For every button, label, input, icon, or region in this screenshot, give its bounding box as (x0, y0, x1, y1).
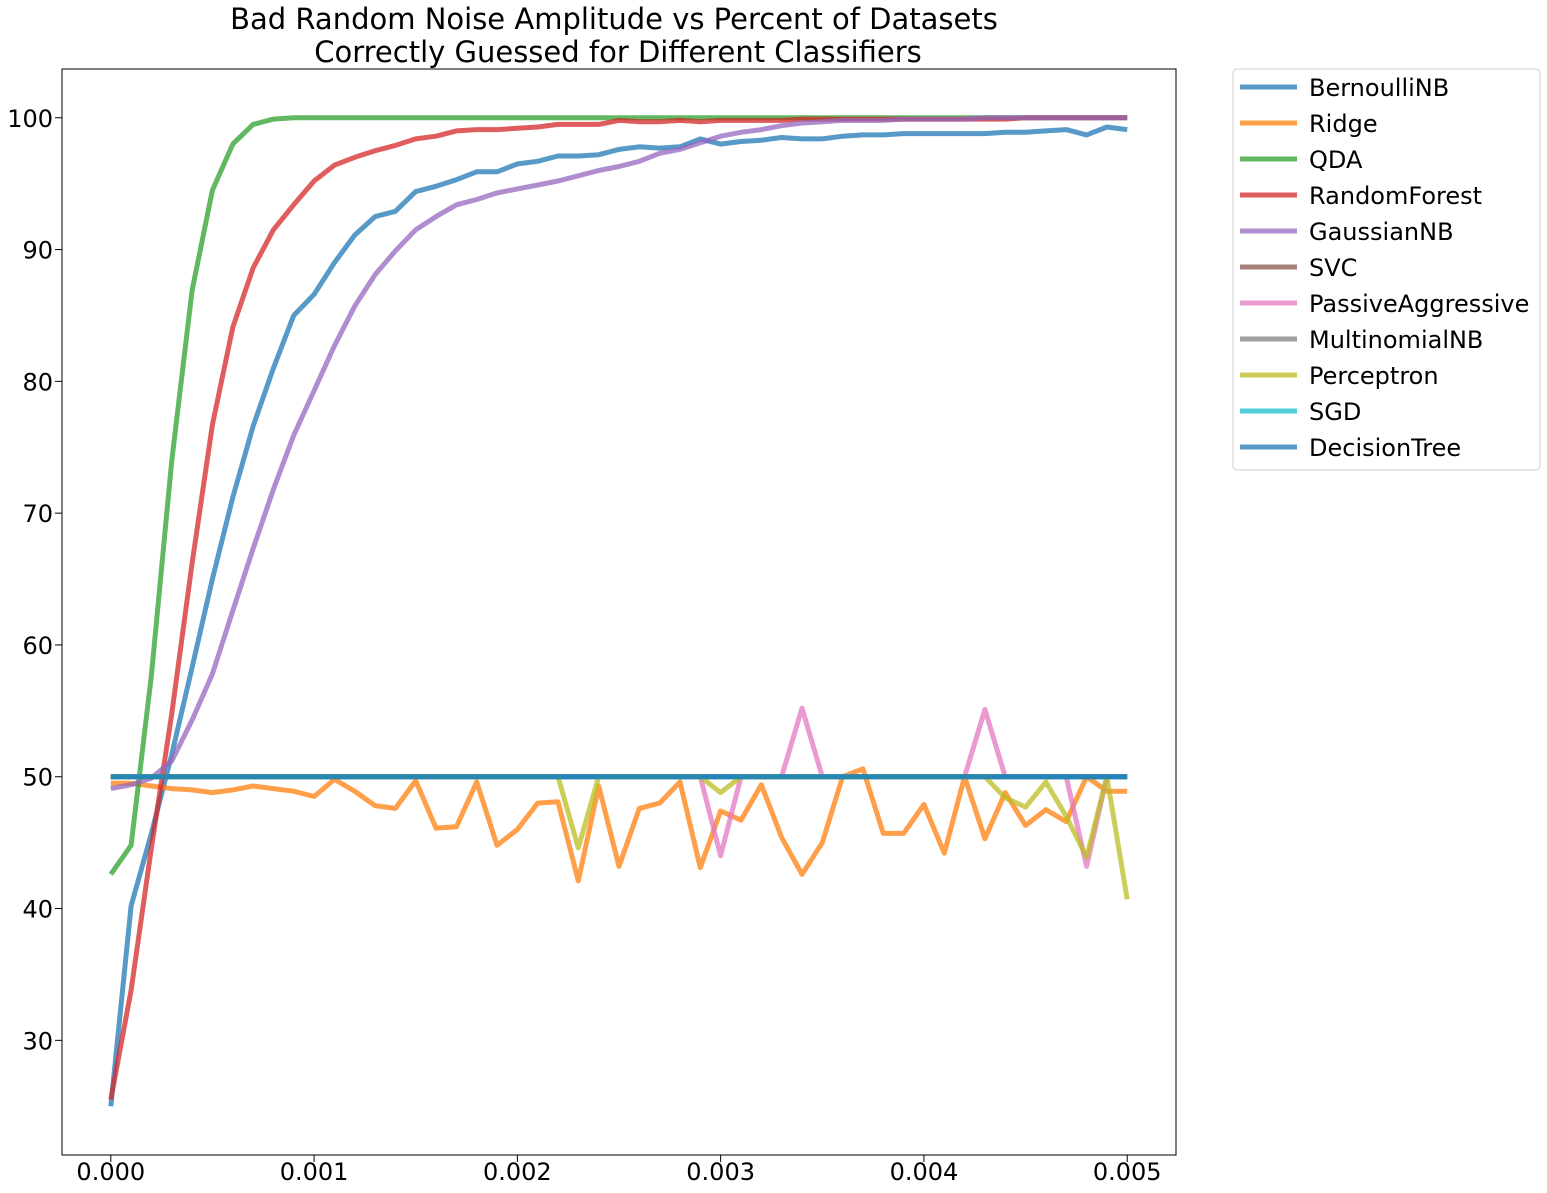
legend-label: SVC (1309, 254, 1357, 282)
y-tick-label: 70 (22, 500, 53, 528)
x-tick-label: 0.004 (890, 1158, 959, 1186)
legend-label: GaussianNB (1309, 218, 1454, 246)
legend-label: BernoulliNB (1309, 74, 1449, 102)
x-tick-label: 0.001 (280, 1158, 349, 1186)
series-line-ridge (110, 766, 1128, 884)
series-layer (108, 115, 1130, 1107)
y-tick-label: 60 (22, 632, 53, 660)
chart-title-line-1: Bad Random Noise Amplitude vs Percent of… (230, 2, 998, 36)
series-line-gaussiannb (110, 115, 1128, 792)
y-tick-label: 50 (22, 764, 53, 792)
legend-label: DecisionTree (1309, 434, 1461, 462)
legend-label: PassiveAggressive (1309, 290, 1529, 318)
y-tick-label: 30 (22, 1027, 53, 1055)
legend-label: SGD (1309, 398, 1361, 426)
legend-label: MultinomialNB (1309, 326, 1483, 354)
x-tick-label: 0.000 (76, 1158, 145, 1186)
legend-box (1232, 68, 1541, 471)
x-tick-label: 0.002 (483, 1158, 552, 1186)
legend-label: QDA (1309, 146, 1363, 174)
x-axis: 0.000 0.001 0.002 0.003 0.004 0.005 (76, 1155, 1162, 1186)
chart-title-line-2: Correctly Guessed for Different Classifi… (314, 35, 922, 69)
legend-label: Ridge (1309, 110, 1378, 138)
y-tick-label: 40 (22, 896, 53, 924)
y-tick-label: 100 (7, 105, 53, 133)
legend-label: RandomForest (1309, 182, 1482, 210)
legend: BernoulliNB Ridge QDA RandomForest GaussianN… (1232, 68, 1541, 471)
y-tick-label: 90 (22, 237, 53, 265)
x-tick-label: 0.003 (686, 1158, 755, 1186)
x-tick-label: 0.005 (1093, 1158, 1162, 1186)
y-tick-label: 80 (22, 368, 53, 396)
y-axis: 30 40 50 60 70 80 90 100 (7, 105, 62, 1055)
plot-frame (61, 68, 1177, 1156)
legend-items: BernoulliNB Ridge QDA RandomForest GaussianN… (1240, 74, 1529, 462)
series-line-bernoullinb (108, 124, 1128, 1107)
legend-label: Perceptron (1309, 362, 1439, 390)
